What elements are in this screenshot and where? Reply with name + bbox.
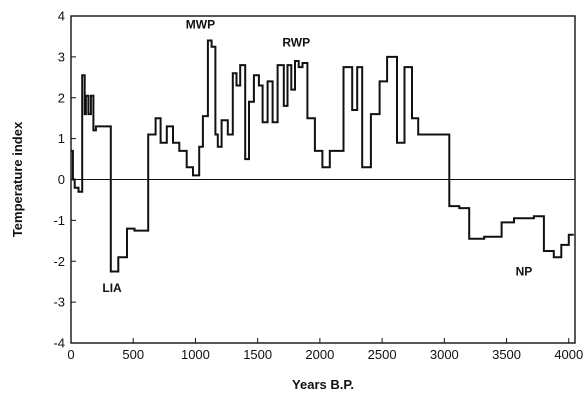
x-tick-label: 3500	[492, 347, 521, 362]
y-tick-label: 1	[58, 131, 65, 146]
annotation-rwp-label: RWP	[282, 36, 310, 50]
y-tick-label: 4	[58, 9, 65, 24]
x-tick-label: 2000	[305, 347, 334, 362]
y-tick-label: -3	[53, 295, 65, 310]
axes	[70, 15, 576, 344]
annotation-mwp-label: MWP	[186, 17, 215, 31]
x-tick-label: 1500	[243, 347, 272, 362]
y-tick-label: 3	[58, 49, 65, 64]
y-tick-label: -4	[53, 336, 65, 351]
x-tick-label: 3000	[430, 347, 459, 362]
y-tick-label: 0	[58, 172, 65, 187]
series-layer	[71, 39, 574, 273]
temperature-series-line	[71, 39, 574, 273]
x-tick-label: 1000	[181, 347, 210, 362]
x-tick-label: 2500	[368, 347, 397, 362]
y-axis-title: Temperature index	[10, 121, 25, 237]
x-tick-label: 0	[67, 347, 74, 362]
annotation-np-label: NP	[516, 265, 533, 279]
annotations: LIA MWP RWP NP	[102, 17, 532, 295]
x-tick-label: 4000	[554, 347, 583, 362]
y-tick-label: -2	[53, 254, 65, 269]
x-axis-title: Years B.P.	[292, 377, 354, 392]
annotation-lia-label: LIA	[102, 281, 122, 295]
x-tick-label: 500	[122, 347, 144, 362]
y-tick-label: -1	[53, 213, 65, 228]
y-tick-label: 2	[58, 90, 65, 105]
